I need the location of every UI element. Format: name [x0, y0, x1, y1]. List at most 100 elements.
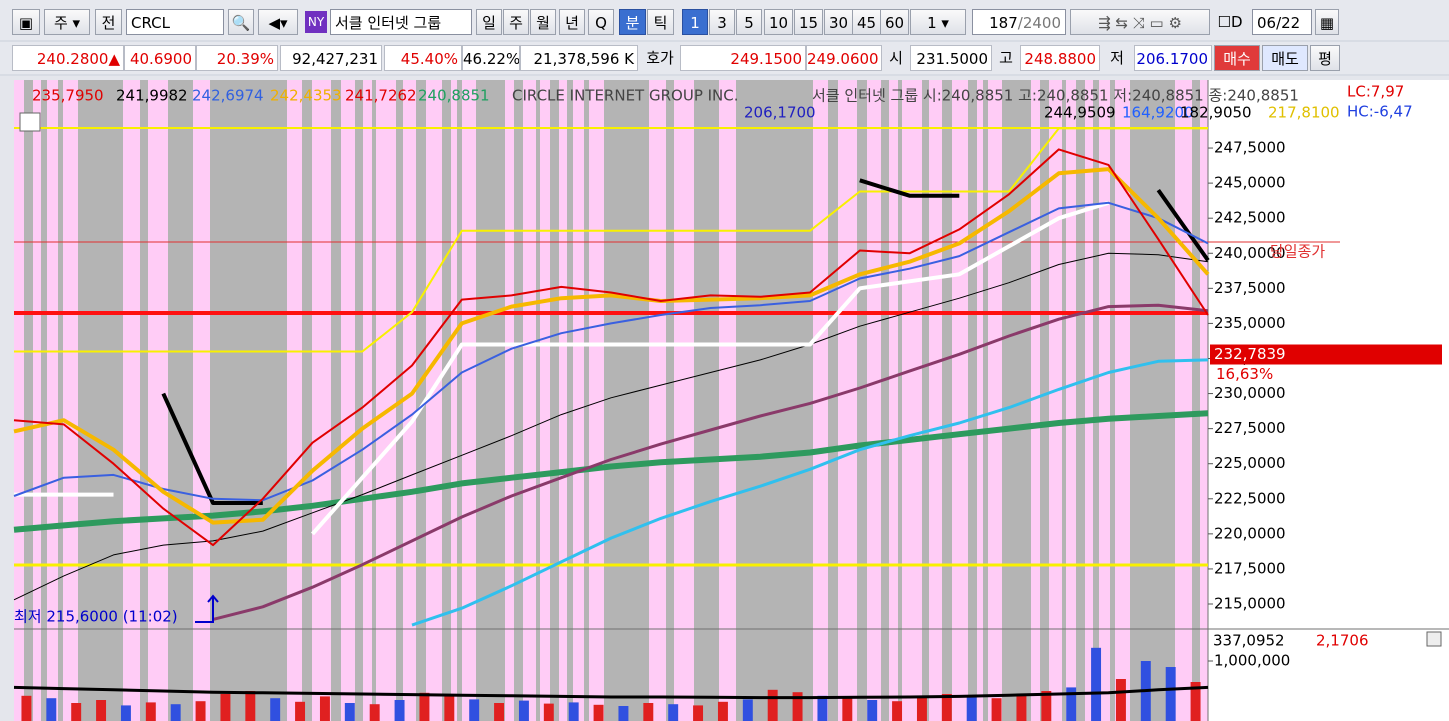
lc-label: LC:7,97 — [1347, 83, 1404, 101]
high-label: 고 — [999, 49, 1013, 67]
volume-bar — [668, 704, 679, 721]
legend-value: 242,4353 — [270, 87, 342, 105]
tool-icons[interactable]: ⇶ ⇆ ⤨ ▭ ⚙ — [1070, 9, 1210, 35]
interval-button[interactable]: 30 — [824, 9, 853, 35]
current-price-label: 232,7839 — [1214, 345, 1286, 363]
session-stripe — [573, 80, 584, 721]
session-stripe — [1031, 80, 1040, 721]
volume: 92,427,231 — [280, 45, 382, 71]
count: 187 — [989, 14, 1018, 32]
buy-button[interactable]: 매수 — [1214, 45, 1260, 71]
panel-button[interactable] — [1426, 631, 1442, 647]
price: 240.2800▲ — [12, 45, 124, 71]
overlay-label: 206,1700 — [744, 104, 816, 122]
session-stripe — [952, 80, 968, 721]
multiplier-select[interactable]: 1 ▾ — [910, 9, 966, 35]
interval-button[interactable]: 10 — [764, 9, 793, 35]
volume-bar — [643, 703, 654, 721]
chart-title: CIRCLE INTERNET GROUP INC. — [512, 87, 739, 105]
volume-bar — [1165, 667, 1176, 721]
exchange-badge: NY — [305, 11, 327, 33]
sell-button[interactable]: 매도 — [1262, 45, 1308, 71]
volume-bar — [444, 695, 455, 721]
market: 주 — [53, 14, 68, 32]
y-tick-label: 230,0000 — [1214, 384, 1286, 402]
stock-name: 서클 인터넷 그룹 — [330, 9, 472, 35]
session-stripe — [376, 80, 396, 721]
interval-button[interactable]: 3 — [709, 9, 735, 35]
y-tick-label: 240,0000 — [1214, 244, 1286, 262]
volume-bar — [618, 706, 629, 721]
period-button[interactable]: 주 — [503, 9, 529, 35]
volume-bar — [792, 692, 803, 721]
session-stripe — [977, 80, 983, 721]
session-stripe — [148, 80, 168, 721]
volume-bar — [145, 702, 156, 721]
y-tick-label: 242,5000 — [1214, 209, 1286, 227]
volume-bar — [867, 700, 878, 721]
y-tick-label: 235,0000 — [1214, 314, 1286, 332]
volume-bar — [1091, 647, 1102, 721]
y-tick-label: 220,0000 — [1214, 524, 1286, 542]
grid-icon[interactable] — [19, 112, 41, 132]
interval-button[interactable]: 45 — [852, 9, 881, 35]
session-stripe — [929, 80, 942, 721]
period-button[interactable]: 일 — [476, 9, 502, 35]
volume-bar — [195, 701, 206, 721]
session-stripe — [589, 80, 604, 721]
y-tick-label: 247,5000 — [1214, 139, 1286, 157]
series-line — [212, 303, 1209, 621]
volume-bar — [742, 699, 753, 721]
menu-icon[interactable]: ▣ — [12, 9, 40, 35]
session-stripe — [363, 80, 372, 721]
interval-button[interactable]: 60 — [880, 9, 909, 35]
volume-bar — [966, 696, 977, 721]
unit-button[interactable]: 분 — [619, 9, 646, 35]
series-line — [14, 127, 1208, 353]
volume-bar — [1190, 682, 1201, 721]
quote-bar: 240.2800▲ 40.6900 20.39% 92,427,231 45.4… — [0, 42, 1449, 74]
period-button[interactable]: Q — [588, 9, 614, 35]
session-stripe — [719, 80, 736, 721]
volume-bar — [1115, 679, 1126, 721]
bid: 249.0600 — [806, 45, 882, 71]
interval-button[interactable]: 1 — [682, 9, 708, 35]
overlay-label: 244,9509 — [1044, 104, 1116, 122]
volume-bar — [717, 701, 728, 721]
period-button[interactable]: 년 — [559, 9, 585, 35]
volume-bar — [96, 700, 107, 721]
search-button[interactable]: 🔍 — [228, 9, 254, 35]
ask-label: 호가 — [646, 49, 674, 67]
avg-button[interactable]: 평 — [1310, 45, 1340, 71]
low-arrow — [195, 594, 219, 623]
series-line — [13, 148, 1209, 547]
total: /2400 — [1017, 14, 1061, 32]
ratio2: 46.22% — [462, 45, 520, 71]
volume-bar — [245, 691, 256, 721]
session-stripe — [649, 80, 666, 721]
volume-bar — [892, 701, 903, 721]
symbol-input[interactable]: CRCL — [126, 9, 224, 35]
date-input[interactable]: 06/22 — [1252, 9, 1312, 35]
period-button[interactable]: 월 — [530, 9, 556, 35]
sound-button[interactable]: ◀▾ — [258, 9, 298, 35]
volume-bar — [120, 705, 131, 721]
session-stripe — [902, 80, 922, 721]
legend-value: 241,9982 — [116, 87, 188, 105]
calendar-button[interactable]: ▦ — [1315, 9, 1339, 35]
interval-button[interactable]: 15 — [794, 9, 823, 35]
market-select[interactable]: 주 ▾ — [44, 9, 90, 35]
low: 206.1700 — [1134, 45, 1212, 71]
count-input[interactable]: 187/2400 — [972, 9, 1066, 35]
mode-button[interactable]: 전 — [95, 9, 122, 35]
interval-button[interactable]: 5 — [736, 9, 762, 35]
overlay-label: 217,8100 — [1268, 104, 1340, 122]
session-stripe — [14, 80, 24, 721]
unit-button[interactable]: 틱 — [647, 9, 674, 35]
session-stripe — [312, 80, 331, 721]
volume-ma-label: 337,0952 — [1213, 632, 1285, 650]
ask: 249.1500 — [680, 45, 806, 71]
d-checkbox[interactable]: ☐D — [1217, 13, 1243, 31]
volume-bar — [270, 698, 281, 721]
series-line — [161, 178, 1210, 505]
